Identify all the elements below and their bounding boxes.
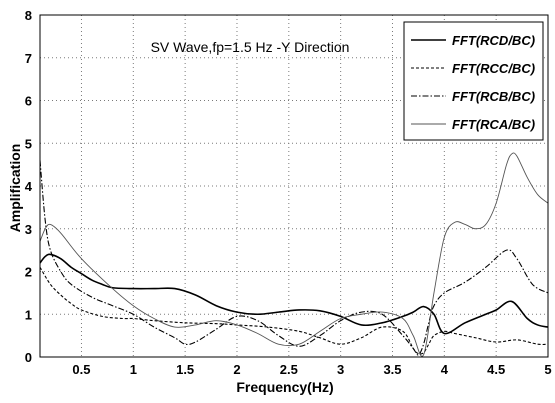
series-line-4 — [39, 152, 549, 357]
x-tick-label: 5 — [544, 362, 551, 377]
x-tick-label: 3.5 — [383, 362, 401, 377]
x-tick-label: 1.5 — [176, 362, 194, 377]
x-axis-title: Frequency(Hz) — [236, 379, 333, 395]
x-tick-label: 3 — [337, 362, 344, 377]
legend-label: FFT(RCB/BC) — [452, 89, 535, 104]
y-axis-ticks: 0 1 2 3 4 5 6 7 8 — [25, 8, 33, 365]
y-tick-label: 3 — [25, 222, 32, 237]
x-tick-label: 2 — [233, 362, 240, 377]
x-axis-ticks: 0.5 1 1.5 2 2.5 3 3.5 4 4.5 5 — [72, 362, 551, 377]
legend-label: FFT(RCD/BC) — [452, 33, 535, 48]
x-tick-label: 4.5 — [487, 362, 505, 377]
plot-frame — [39, 14, 549, 358]
y-tick-label: 1 — [25, 307, 32, 322]
x-tick-label: 1 — [130, 362, 137, 377]
chart-annotation: SV Wave,fp=1.5 Hz -Y Direction — [151, 39, 350, 55]
legend-label: FFT(RCC/BC) — [452, 61, 535, 76]
y-tick-label: 6 — [25, 94, 32, 109]
y-tick-label: 8 — [25, 8, 32, 23]
series-line-1 — [39, 253, 549, 335]
y-tick-label: 4 — [25, 179, 33, 194]
y-tick-label: 2 — [25, 265, 32, 280]
y-tick-label: 7 — [25, 51, 32, 66]
legend-label: FFT(RCA/BC) — [452, 117, 535, 132]
y-tick-label: 5 — [25, 136, 32, 151]
x-tick-label: 0.5 — [72, 362, 90, 377]
legend: FFT(RCD/BC) FFT(RCC/BC) FFT(RCB/BC) FFT(RCA… — [403, 21, 544, 141]
legend-box — [403, 21, 544, 141]
series-line-2 — [39, 266, 549, 355]
x-tick-label: 2.5 — [280, 362, 298, 377]
y-axis-title: Amplification — [7, 144, 23, 233]
y-tick-label: 0 — [25, 350, 32, 365]
series-line-3 — [39, 160, 549, 356]
series-lines — [39, 152, 549, 357]
x-tick-label: 4 — [441, 362, 449, 377]
